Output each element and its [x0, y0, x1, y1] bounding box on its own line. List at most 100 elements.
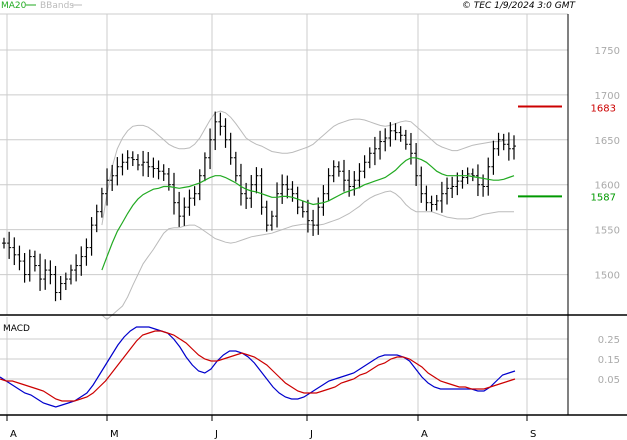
x-tick-label: J	[214, 429, 218, 440]
ohlc-bar	[357, 163, 362, 189]
ohlc-bar	[496, 132, 501, 156]
ohlc-bar	[156, 160, 161, 180]
x-tick-label: A	[10, 429, 17, 440]
price-bars	[2, 111, 516, 302]
support-level-label: 1587	[591, 192, 616, 203]
ohlc-bar	[43, 259, 48, 290]
price-tick-label: 1600	[595, 181, 620, 192]
ohlc-bar	[311, 209, 316, 236]
ohlc-bar	[238, 163, 243, 206]
ohlc-bar	[321, 185, 326, 216]
ohlc-bar	[419, 166, 424, 203]
ohlc-bar	[259, 168, 264, 215]
ohlc-bar	[429, 195, 434, 212]
ohlc-bar	[223, 118, 228, 148]
ohlc-bar	[244, 182, 249, 209]
macd-tick-label: 0.15	[598, 355, 620, 366]
ohlc-bar	[2, 237, 6, 249]
ohlc-bar	[372, 136, 377, 166]
ohlc-bar	[403, 129, 408, 150]
ohlc-bar	[305, 199, 310, 233]
ohlc-bar	[347, 169, 352, 197]
ohlc-bar	[326, 168, 331, 202]
ohlc-bar	[99, 187, 104, 218]
ohlc-bar	[285, 175, 290, 199]
ohlc-bar	[486, 157, 491, 196]
macd-line	[0, 326, 516, 408]
ohlc-bar	[130, 151, 135, 167]
ohlc-bar	[141, 150, 146, 177]
macd-tick-label: 0.05	[598, 375, 620, 386]
ma20-line	[101, 157, 515, 271]
macd-grid	[0, 317, 568, 415]
ohlc-bar	[172, 172, 176, 215]
ohlc-bar	[424, 185, 429, 211]
ohlc-bar	[125, 150, 130, 170]
ohlc-bar	[182, 197, 187, 226]
ohlc-bar	[434, 194, 439, 211]
ohlc-bar	[470, 168, 475, 182]
ohlc-bar	[352, 171, 357, 196]
price-levels: 1683 1587	[518, 104, 616, 203]
ma20-legend-label: MA20	[1, 1, 27, 11]
x-tick-label: M	[110, 429, 119, 440]
ohlc-bar	[218, 112, 223, 136]
ohlc-bar	[414, 143, 419, 186]
x-tick-label: S	[530, 429, 536, 440]
ohlc-bar	[213, 111, 218, 151]
ohlc-bar	[228, 132, 233, 165]
ohlc-bar	[275, 182, 280, 228]
ohlc-bar	[342, 159, 346, 192]
ohlc-bar	[53, 265, 58, 302]
ohlc-bar	[84, 238, 89, 266]
price-tick-label: 1500	[595, 271, 620, 282]
ohlc-bar	[197, 169, 202, 201]
ohlc-bar	[331, 160, 336, 183]
ohlc-bar	[295, 186, 300, 215]
ohlc-bar	[378, 130, 383, 160]
ohlc-bar	[63, 272, 68, 291]
ohlc-bar	[38, 253, 43, 291]
ohlc-bar	[264, 200, 269, 232]
ohlc-bar	[68, 264, 73, 285]
ohlc-bar	[450, 176, 455, 199]
ohlc-bar	[398, 126, 403, 142]
ohlc-bar	[89, 217, 94, 256]
resistance-level-label: 1683	[591, 104, 616, 115]
ohlc-bar	[388, 122, 393, 147]
macd-lines	[0, 326, 516, 408]
x-tick-label: J	[309, 429, 313, 440]
ohlc-bar	[192, 186, 197, 206]
ohlc-bar	[439, 181, 444, 213]
ohlc-bar	[367, 147, 372, 169]
ohlc-bar	[27, 249, 32, 282]
ohlc-bar	[32, 250, 37, 272]
ohlc-bar	[110, 164, 115, 192]
ohlc-bar	[445, 177, 450, 205]
bbands-legend-label: BBands	[40, 1, 74, 11]
price-tick-label: 1550	[595, 226, 620, 237]
price-tick-label: 1700	[595, 91, 620, 102]
ohlc-bar	[94, 204, 99, 233]
signal-line	[0, 330, 516, 402]
ohlc-bar	[151, 157, 156, 178]
ohlc-bar	[48, 260, 53, 285]
ohlc-bar	[460, 169, 465, 189]
ohlc-bar	[491, 140, 496, 175]
ohlc-bar	[512, 135, 516, 160]
macd-tick-label: 0.25	[598, 335, 620, 346]
x-tick-label: A	[421, 429, 428, 440]
ohlc-bar	[202, 152, 207, 182]
macd-title: MACD	[3, 324, 30, 334]
price-tick-label: 1650	[595, 136, 620, 147]
ohlc-bar	[506, 132, 511, 161]
ohlc-bar	[22, 253, 27, 283]
copyright-text: © TEC 1/9/2024 3:0 GMT	[462, 1, 577, 11]
axes: 1500 1550 1600 1650 1700 1750 0.05 0.15 0.25 A M J J…	[0, 13, 627, 440]
ohlc-bar	[254, 167, 259, 194]
ohlc-bar	[115, 157, 120, 186]
ohlc-bar	[105, 168, 110, 206]
bb-upper-line	[101, 110, 514, 226]
ohlc-bar	[233, 151, 238, 182]
